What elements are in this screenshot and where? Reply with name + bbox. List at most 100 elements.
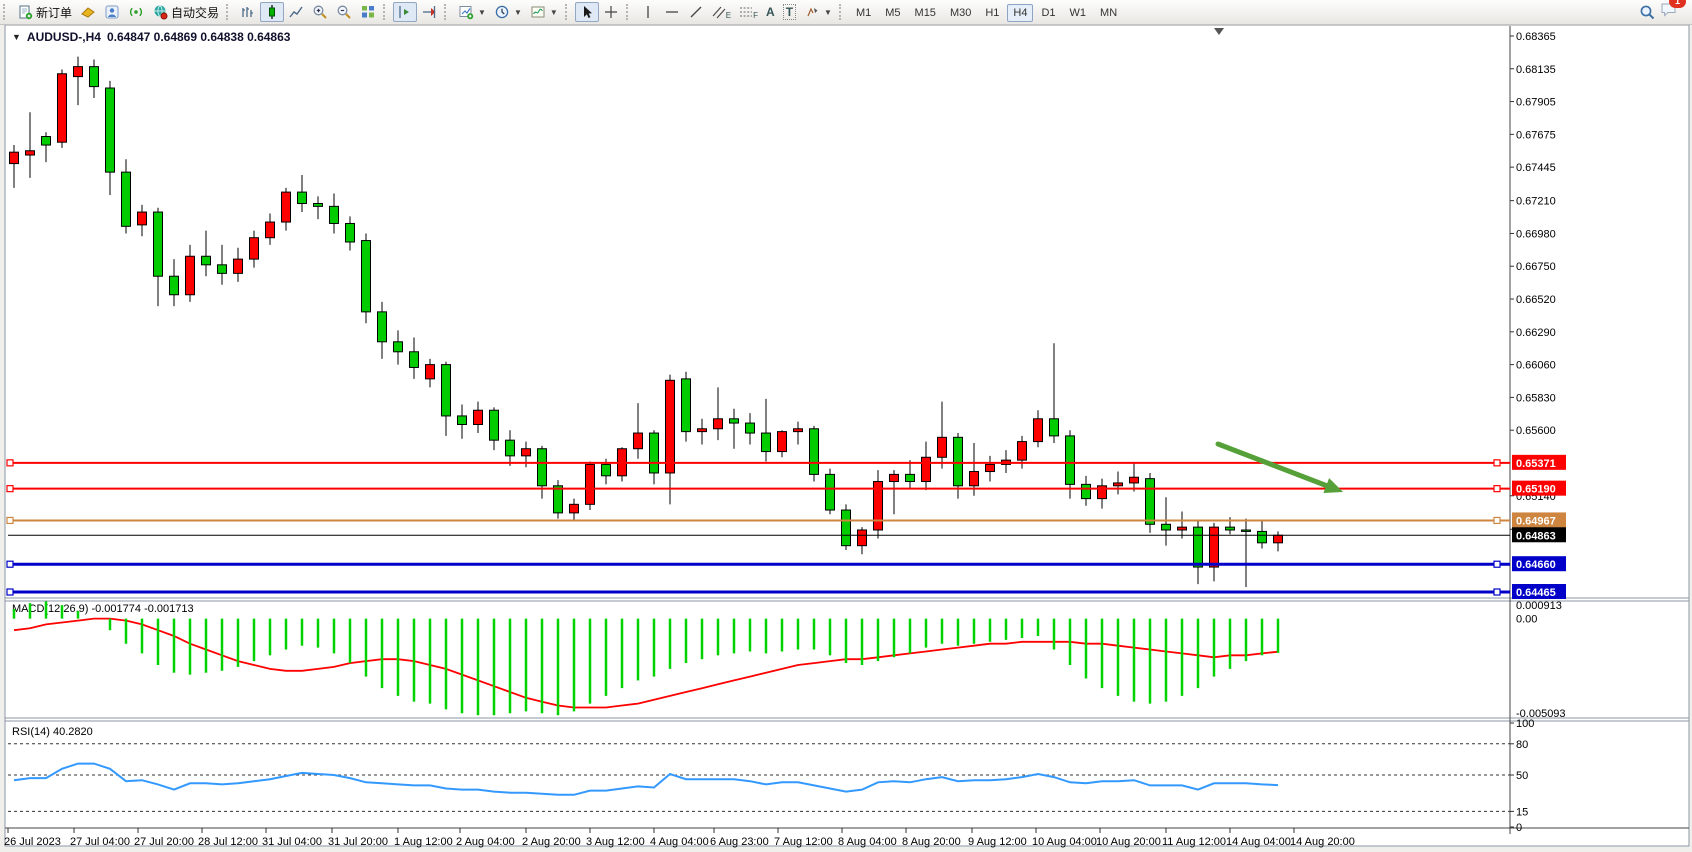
gold-wedge-icon: [80, 4, 96, 20]
tile-windows-button[interactable]: [356, 2, 380, 22]
toolbar-grip[interactable]: [625, 4, 632, 20]
svg-text:27 Jul 20:00: 27 Jul 20:00: [134, 836, 194, 848]
svg-text:27 Jul 04:00: 27 Jul 04:00: [70, 836, 130, 848]
chart-window-body: [4, 24, 1690, 847]
timeframe-button-M5[interactable]: M5: [885, 7, 901, 19]
timeframe-button-M15[interactable]: M15: [914, 7, 936, 19]
svg-text:0: 0: [1516, 822, 1522, 834]
channel-icon: [712, 4, 726, 20]
bar-chart-mode-button[interactable]: [236, 2, 260, 22]
search-button[interactable]: [1635, 2, 1660, 22]
profile-button[interactable]: [100, 2, 124, 22]
hline-handle[interactable]: [1493, 485, 1501, 493]
zoom-out-button[interactable]: [332, 2, 356, 22]
hline-handle[interactable]: [6, 459, 14, 467]
signal-icon: [128, 4, 144, 20]
timeframe-button-W1[interactable]: W1: [1069, 7, 1087, 19]
time-axis[interactable]: 26 Jul 2023 27 Jul 04:00 27 Jul 20:00 28 Ju…: [4, 828, 1355, 848]
hline-0.64967[interactable]: [6, 516, 1510, 525]
arrows-tool-button[interactable]: ▼: [800, 2, 836, 22]
vertical-line-tool-button[interactable]: [636, 2, 660, 22]
toolbar-grip[interactable]: [3, 4, 9, 20]
hline-handle[interactable]: [6, 588, 14, 596]
hline-handle[interactable]: [1493, 560, 1501, 568]
toolbar-grip[interactable]: [838, 4, 845, 20]
chart-ohlc-values: 0.64847 0.64869 0.64838 0.64863: [106, 30, 291, 44]
autotrade-label: 自动交易: [171, 5, 220, 20]
svg-text:3 Aug 12:00: 3 Aug 12:00: [586, 836, 645, 848]
chart-canvas[interactable]: 0.68365 0.68135 0.67905 0.67675 0.67445 0.672…: [0, 24, 1692, 852]
channel-letter: E: [725, 10, 732, 20]
svg-text:0.66060: 0.66060: [1516, 360, 1556, 372]
collapse-triangle-icon[interactable]: ▼: [12, 32, 21, 42]
hline-handle[interactable]: [6, 516, 14, 525]
timeframe-button-MN[interactable]: MN: [1100, 7, 1118, 19]
hline-handle[interactable]: [1493, 588, 1501, 596]
axis-price-tag-0.65190: 0.65190: [1512, 480, 1566, 496]
svg-text:0.00: 0.00: [1516, 614, 1537, 626]
svg-text:0.68365: 0.68365: [1516, 31, 1556, 43]
svg-text:0.65830: 0.65830: [1516, 392, 1556, 404]
macd-label: MACD(12,26,9) -0.001774 -0.001713: [12, 603, 194, 615]
svg-text:0.66520: 0.66520: [1516, 294, 1556, 306]
market-watch-button[interactable]: [76, 2, 100, 22]
hline-handle[interactable]: [6, 485, 14, 493]
fibonacci-icon: [739, 4, 753, 20]
toolbar-grip[interactable]: [564, 4, 571, 20]
trendline-tool-button[interactable]: [684, 2, 708, 22]
auto-scroll-button[interactable]: [417, 2, 441, 22]
periods-button[interactable]: ▼: [490, 2, 526, 22]
zoom-in-button[interactable]: [308, 2, 332, 22]
fibonacci-tool-button[interactable]: F: [735, 2, 762, 22]
timeframe-button-D1[interactable]: D1: [1041, 7, 1056, 19]
indicators-caret: ▼: [478, 7, 486, 17]
periods-caret: ▼: [513, 7, 522, 17]
timeframe-button-M30[interactable]: M30: [949, 7, 972, 19]
toolbar-grip[interactable]: [444, 4, 450, 20]
macd-histogram: [12, 601, 1280, 716]
candlestick-mode-button[interactable]: [260, 2, 285, 22]
hline-0.65371[interactable]: [6, 459, 1510, 467]
svg-text:0.67675: 0.67675: [1516, 129, 1556, 141]
svg-text:0.66290: 0.66290: [1516, 327, 1556, 339]
toolbar-grip[interactable]: [226, 4, 232, 20]
svg-text:14 Aug 04:00: 14 Aug 04:00: [1226, 836, 1291, 848]
text-label-tool-button[interactable]: T: [779, 2, 800, 22]
text-tool-button[interactable]: A: [762, 2, 779, 22]
hline-handle[interactable]: [1493, 516, 1501, 525]
notifications-button[interactable]: 1: [1660, 0, 1686, 23]
chart-shift-button[interactable]: [393, 2, 418, 22]
channel-tool-button[interactable]: E: [708, 2, 735, 22]
svg-text:0.64465: 0.64465: [1516, 587, 1556, 599]
svg-text:10 Aug 20:00: 10 Aug 20:00: [1096, 836, 1161, 848]
templates-button[interactable]: ▼: [526, 2, 562, 22]
svg-text:14 Aug 20:00: 14 Aug 20:00: [1290, 836, 1355, 848]
timeframe-button-H4[interactable]: H4: [1007, 4, 1034, 22]
svg-text:0.67210: 0.67210: [1516, 196, 1556, 208]
hline-0.64660[interactable]: [6, 560, 1510, 568]
indicators-icon: [458, 4, 474, 20]
hline-handle[interactable]: [1493, 459, 1501, 467]
horizontal-line-tool-button[interactable]: [660, 2, 684, 22]
indicators-button[interactable]: ▼: [454, 2, 490, 22]
chart-shift-marker[interactable]: [1214, 28, 1224, 35]
autotrade-button[interactable]: 自动交易: [148, 2, 223, 22]
trend-arrow[interactable]: [1215, 441, 1344, 494]
new-order-icon: [17, 4, 33, 20]
toolbar-grip[interactable]: [383, 4, 389, 20]
timeframe-button-M1[interactable]: M1: [855, 7, 872, 19]
new-order-button[interactable]: 新订单: [13, 2, 76, 22]
horizontal-line-icon: [664, 4, 680, 20]
hline-0.64465[interactable]: [6, 588, 1510, 596]
line-chart-mode-button[interactable]: [284, 2, 308, 22]
svg-text:-0.005093: -0.005093: [1516, 708, 1566, 720]
timeframe-button-H1[interactable]: H1: [985, 7, 1000, 19]
svg-text:31 Jul 20:00: 31 Jul 20:00: [328, 836, 388, 848]
hline-handle[interactable]: [6, 560, 14, 568]
crosshair-tool-button[interactable]: [599, 2, 623, 22]
cursor-tool-button[interactable]: [574, 2, 599, 22]
signal-button[interactable]: [124, 2, 148, 22]
hline-0.65190[interactable]: [6, 485, 1510, 493]
timeframe-group: M1 M5 M15 M30 H1 H4 D1 W1 MN: [849, 3, 1124, 22]
crosshair-icon: [603, 4, 619, 20]
